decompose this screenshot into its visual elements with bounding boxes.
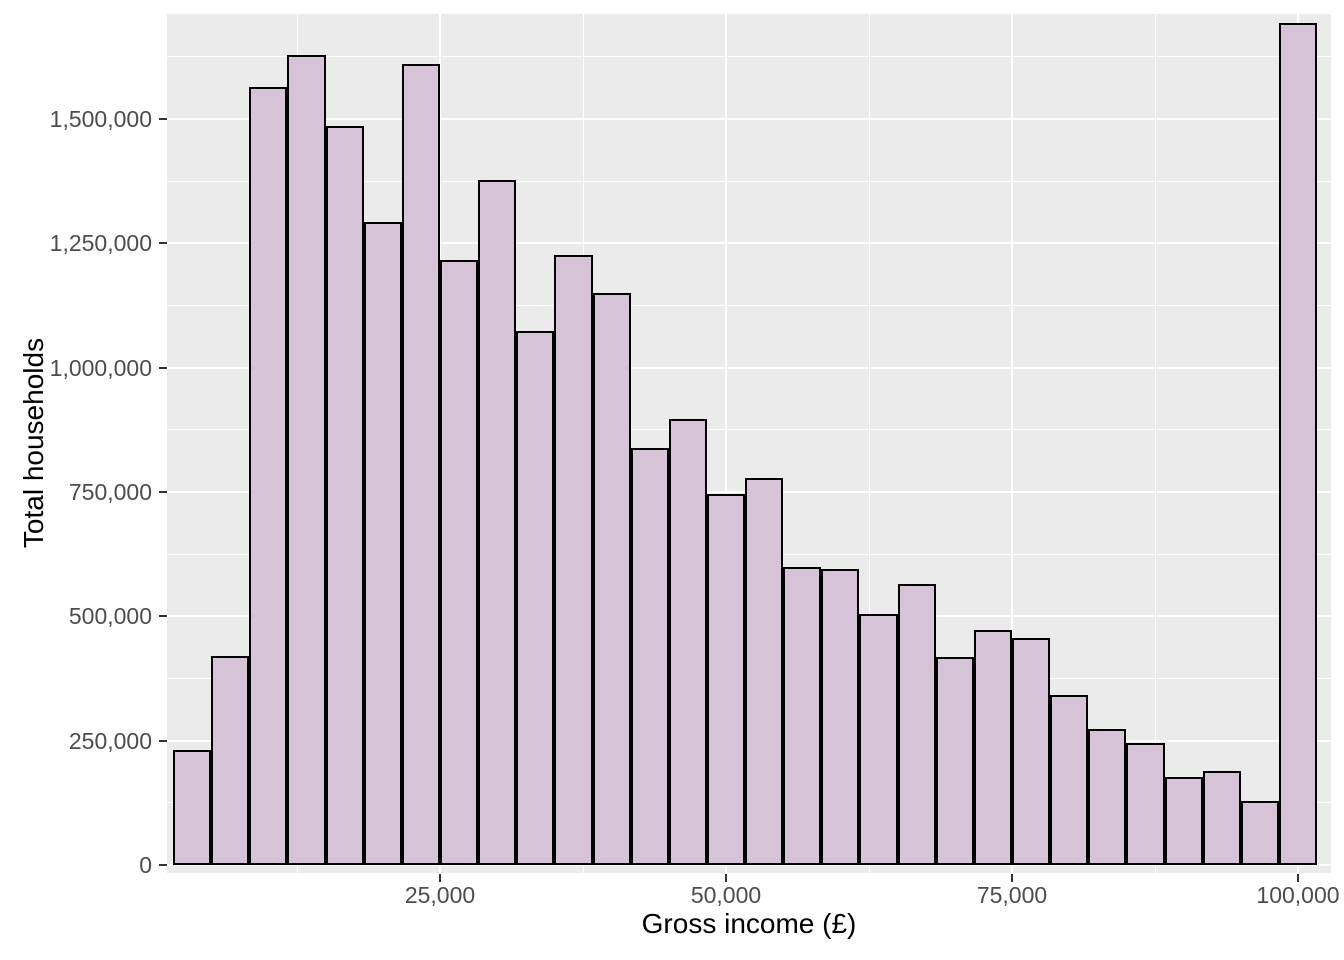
histogram-bar [516,330,555,865]
x-tick-label: 50,000 [690,882,762,908]
gridline-minor-vertical [868,14,870,873]
y-tick-label: 1,250,000 [49,230,152,257]
histogram-bar [973,630,1012,865]
x-tick-mark [439,874,441,882]
x-tick-label: 100,000 [1256,882,1340,908]
y-tick-mark [159,864,167,866]
histogram-bar [1012,638,1051,865]
y-tick-mark [159,242,167,245]
histogram-bar [478,180,517,865]
gridline-minor-horizontal [167,305,1331,306]
gridline-major-horizontal [167,864,1331,866]
gridline-minor-horizontal [167,180,1331,182]
histogram-bar [706,493,746,865]
histogram-bar [935,657,974,865]
y-tick-mark [159,615,167,618]
histogram-bar [363,221,402,865]
histogram-bar [1164,776,1203,865]
histogram-bar [440,259,479,865]
histogram-bar [211,656,250,865]
histogram-bar [668,419,707,865]
gridline-major-horizontal [167,118,1331,120]
gridline-minor-horizontal [167,429,1331,431]
histogram-bar [592,293,631,865]
y-tick-label: 750,000 [68,479,152,505]
y-tick-label: 500,000 [68,603,152,630]
histogram-bar [1202,771,1241,865]
histogram-bar [554,254,593,865]
histogram-bar [1126,742,1165,865]
y-tick-mark [159,739,167,742]
histogram-bar [783,567,822,865]
x-tick-mark [725,874,727,882]
y-tick-label: 1,000,000 [49,354,152,381]
y-axis-title: Total households [18,337,49,549]
histogram-bar [630,448,669,865]
x-tick-mark [1297,874,1299,882]
histogram-bar [249,87,288,865]
histogram-bar [287,54,326,865]
gridline-major-vertical [725,14,727,873]
gridline-minor-horizontal [167,56,1331,58]
gridline-major-horizontal [167,366,1331,369]
histogram-bar [859,614,898,865]
histogram-bar [897,584,936,865]
plot-panel [167,14,1331,873]
x-axis-title: Gross income (£) [641,908,857,939]
y-tick-label: 250,000 [68,727,152,754]
x-tick-label: 75,000 [976,882,1048,908]
x-tick-mark [1011,874,1013,882]
gridline-minor-vertical [1154,14,1156,873]
histogram-bar [745,478,784,865]
histogram-bar [821,569,860,865]
histogram-bar [325,125,364,865]
y-tick-mark [159,118,167,120]
histogram-bar [1240,800,1279,865]
y-tick-mark [159,491,167,493]
x-tick-label: 25,000 [404,882,476,908]
gridline-major-vertical [1011,14,1013,873]
histogram-bar [401,63,440,865]
histogram-bar [1050,694,1089,865]
y-tick-mark [159,366,167,369]
y-tick-label: 1,500,000 [49,106,152,132]
histogram-bar [1278,23,1318,865]
gridline-major-horizontal [167,242,1331,245]
y-tick-label: 0 [139,852,152,878]
histogram-bar [173,750,212,865]
histogram-bar [1088,729,1127,865]
